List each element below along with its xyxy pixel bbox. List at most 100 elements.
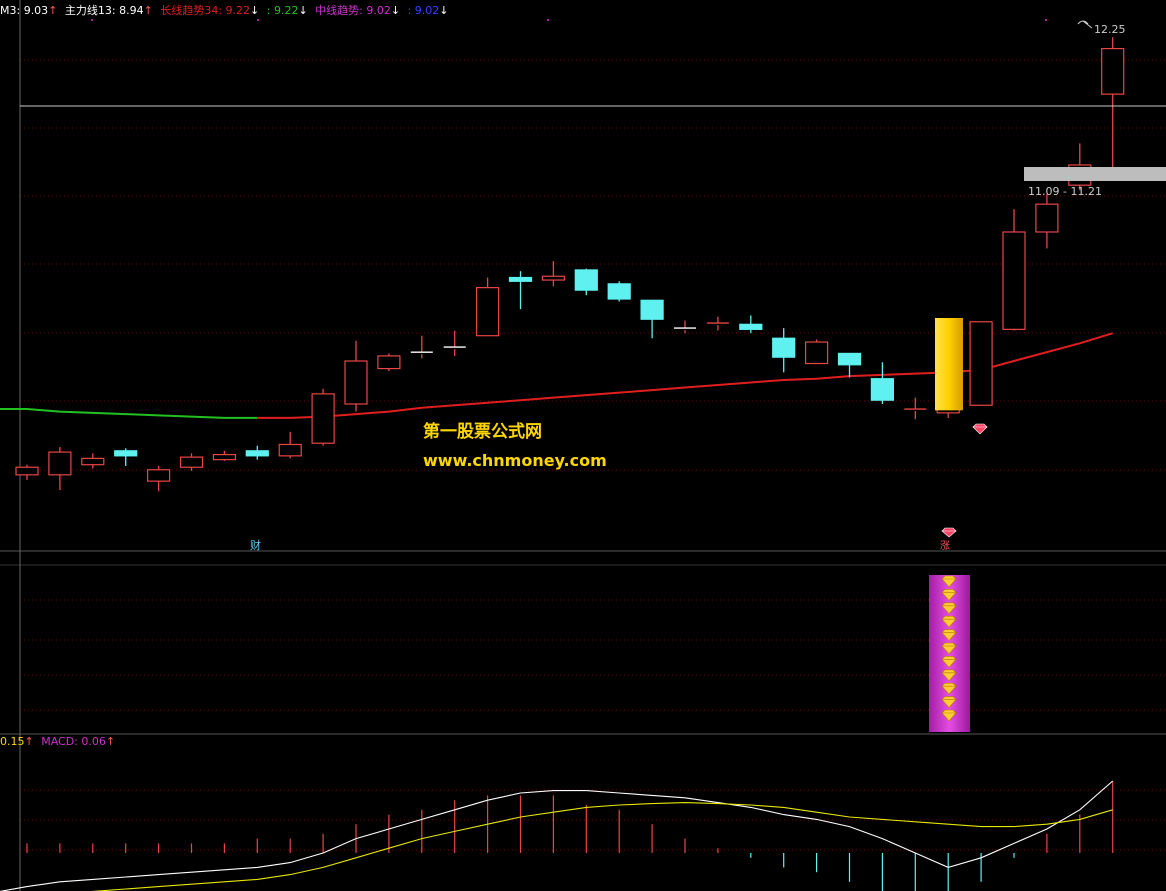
diamond-icon [941, 589, 957, 601]
candle-14[interactable] [476, 277, 500, 337]
candle-33[interactable] [1101, 37, 1125, 174]
candle-16[interactable] [541, 261, 566, 287]
candle-17[interactable] [574, 268, 598, 296]
candle-25[interactable] [837, 352, 862, 378]
candle-body [607, 283, 631, 300]
macd-dif-line [0, 780, 1114, 891]
top-dot-3 [1045, 19, 1047, 21]
macd-value-arrow: ↑ [105, 735, 116, 748]
watermark-url[interactable]: www.chnmoney.com [423, 451, 607, 470]
legend-mid: 中线趋势: 9.02 [315, 4, 391, 17]
candles[interactable] [15, 37, 1125, 492]
candle-7[interactable] [245, 445, 269, 460]
candle-body [278, 443, 302, 457]
candle-26[interactable] [870, 362, 895, 404]
legend-main13: 主力线13: 8.94 [64, 4, 144, 17]
diamond-icon [941, 615, 957, 628]
candle-22[interactable] [739, 315, 763, 334]
candle-10[interactable] [344, 340, 368, 412]
diamond-icon [941, 656, 957, 668]
candle-19[interactable] [640, 299, 664, 339]
candle-body [1101, 47, 1125, 95]
candle-9[interactable] [311, 388, 335, 446]
candle-8[interactable] [278, 431, 302, 459]
candle-12[interactable] [410, 335, 433, 359]
legend-m3-arrow: ↑ [48, 4, 58, 17]
candle-24[interactable] [804, 339, 829, 365]
top-dot-1 [257, 19, 259, 21]
candle-body [640, 299, 664, 320]
candle-11[interactable] [377, 353, 401, 372]
crosshair-and-markers [20, 19, 1166, 107]
yellow-bar [935, 317, 963, 411]
diamond-icon [941, 709, 957, 722]
macd-legend-value: MACD: 0.06 [41, 735, 106, 748]
candle-body [870, 378, 895, 401]
candle-body [541, 275, 566, 281]
high-pointer-icon [1077, 20, 1093, 29]
top-dot-0 [91, 19, 93, 21]
diamond-icon [941, 642, 957, 655]
legend-m3: M3: 9.03 [0, 4, 49, 17]
finance-marker[interactable]: 财 [250, 539, 261, 552]
diamond-icon [941, 669, 957, 682]
candle-3[interactable] [114, 448, 138, 466]
candle-30[interactable] [1002, 209, 1026, 331]
candle-body [147, 469, 171, 482]
candle-21[interactable] [706, 316, 729, 331]
candle-20[interactable] [674, 320, 696, 334]
candle-0[interactable] [15, 464, 39, 480]
candle-13[interactable] [443, 330, 466, 356]
diamond-icon [972, 423, 988, 435]
price-range-band [1024, 167, 1166, 181]
candle-1[interactable] [48, 446, 72, 490]
legend-long34: 长线趋势34: 9.22 [160, 4, 251, 17]
diamond-icon [941, 696, 957, 709]
macd-panel [0, 780, 1114, 891]
candle-body [1035, 203, 1059, 233]
candle-6[interactable] [212, 450, 236, 461]
candle-body [508, 276, 533, 282]
legend-long34-arrow: ↓ [250, 4, 260, 17]
candle-body [476, 287, 500, 337]
diamond-icon [941, 682, 957, 695]
limit-up-marker: 涨 [940, 541, 950, 552]
macd-prefix-arrow: ↑ [24, 735, 34, 748]
legend-main13-arrow: ↑ [143, 4, 153, 17]
candle-4[interactable] [147, 465, 171, 492]
high-price-label: 12.25 [1094, 23, 1126, 36]
candle-23[interactable] [772, 328, 796, 373]
macd-legend: 0.15↑ MACD: 0.06↑ [0, 735, 115, 748]
candle-body [15, 466, 39, 476]
candle-body [772, 337, 796, 358]
candle-body [179, 456, 204, 468]
diamond-icon [941, 602, 957, 615]
candle-body [739, 323, 763, 330]
candle-18[interactable] [607, 281, 631, 302]
candle-body [114, 450, 138, 457]
candle-body [81, 457, 105, 466]
top-dot-2 [547, 19, 549, 21]
legend-mid-arrow: ↓ [390, 4, 401, 17]
candle-body [311, 393, 335, 444]
candle-31[interactable] [1035, 194, 1059, 249]
candle-5[interactable] [179, 453, 204, 472]
range-label: 11.09 - 11.21 [1028, 185, 1102, 198]
macd-legend-prefix: 0.15 [0, 735, 25, 748]
diamond-icon [941, 629, 957, 642]
diamond-icon [941, 527, 957, 538]
candle-15[interactable] [508, 271, 533, 310]
candle-body [969, 321, 993, 406]
candle-body [245, 450, 269, 457]
candle-27[interactable] [904, 397, 927, 420]
candle-body [574, 269, 598, 291]
legend-mid-b: : 9.02 [407, 4, 440, 17]
candle-2[interactable] [81, 453, 105, 469]
legend-long34-b: : 9.22 [266, 4, 299, 17]
candle-29[interactable] [969, 321, 993, 406]
candle-body [48, 451, 72, 476]
candle-body [344, 360, 368, 405]
yellow-signal-bar [935, 317, 963, 411]
